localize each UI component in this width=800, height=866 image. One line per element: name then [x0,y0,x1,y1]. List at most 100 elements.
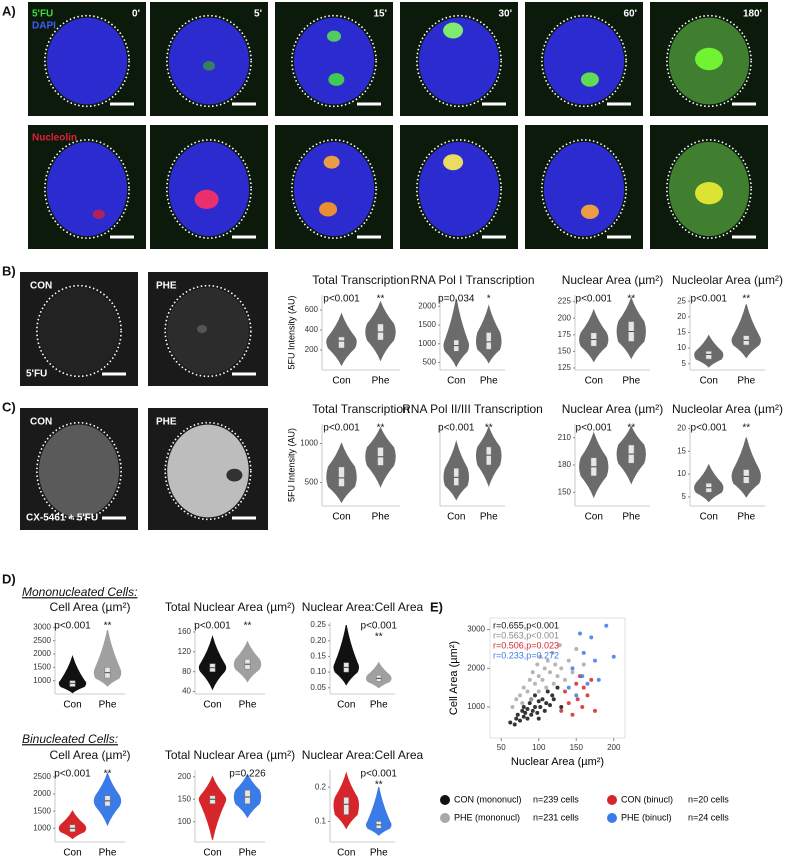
nucleus [168,141,250,237]
x-tick-label: Con [585,512,603,523]
nucleolus [327,30,341,42]
y-tick-label: 2000 [467,663,485,672]
nucleolus [443,154,464,171]
point [544,685,549,690]
point [523,710,528,715]
legend-count: n=24 cells [688,812,729,822]
y-tick-label: 200 [305,345,319,354]
y-tick-label: 1500 [418,320,436,329]
iqr-box [338,466,345,487]
point [520,701,525,706]
chart-title: Cell Area (µm²) [50,600,131,614]
point [530,708,535,713]
point [593,658,597,663]
y-tick-label: 15 [677,446,686,455]
point [550,650,555,655]
annotation: ** [377,294,385,305]
y-tick-label: 3000 [467,625,485,634]
x-tick-label: 50 [497,743,506,752]
legend-marker [607,813,617,823]
point [563,689,567,694]
image-label: PHE [156,281,177,292]
legend-label: PHE (binucl) [621,812,672,822]
chart-title: Total Nuclear Area (µm²) [165,748,295,762]
y-tick-label: 15 [677,328,686,337]
y-tick-label: 25 [677,296,686,305]
x-tick-label: Con [447,376,465,387]
y-tick-label: 1000 [467,702,485,711]
chart-title: RNA Pol I Transcription [410,273,534,287]
y-tick-label: 2500 [33,772,51,781]
nucleolus [695,182,723,205]
nucleolus [92,209,105,220]
annotation: ** [104,621,112,632]
nucleus-outline [44,139,130,239]
y-tick-label: 160 [178,627,192,636]
chart-title: Nuclear Area (µm²) [562,402,664,416]
point [551,681,556,686]
y-tick-label: 0.25 [310,620,326,629]
annotation: p<0.001 [691,423,728,434]
x-tick-label: 150 [570,743,584,752]
x-tick-label: Phe [370,700,388,711]
nucleus [46,17,128,105]
panel-label: E) [430,599,443,614]
point [593,708,597,713]
nucleus [168,17,250,105]
nucleus [293,141,375,237]
nucleus [167,287,249,375]
point [536,689,541,694]
legend-label: CON (mononucl) [454,794,522,804]
time-label: 0' [132,9,140,20]
point [557,643,562,648]
point [521,714,526,719]
x-tick-label: Con [585,376,603,387]
y-tick-label: 0.20 [310,636,326,645]
chart-title: Nuclear Area (µm²) [562,273,664,287]
y-tick-label: 40 [182,687,191,696]
point [512,722,517,727]
panel-label: B) [2,263,16,278]
legend-count: n=20 cells [688,794,729,804]
y-tick-label: 20 [677,312,686,321]
annotation: ** [375,780,383,791]
y-tick-label: 125 [558,363,572,372]
point [540,677,545,682]
stain-label: 5'FU [26,369,47,380]
annotation: p<0.001 [194,621,231,632]
legend-marker [607,795,617,805]
point [538,654,543,659]
panel-label: D) [2,571,16,586]
violin [365,787,392,836]
nucleolus [194,189,219,209]
point [544,701,549,706]
y-tick-label: 2500 [33,636,51,645]
point [536,716,541,721]
y-tick-label: 0.2 [315,782,327,791]
y-tick-label: 0.10 [310,667,326,676]
x-tick-label: Phe [99,848,117,859]
chart-title: Cell Area (µm²) [50,748,131,762]
group-label: Mononucleated Cells: [22,585,137,599]
y-tick-label: 175 [558,330,572,339]
nucleus-outline [291,14,377,108]
chart-title: Total Transcription [312,402,409,416]
nucleus-outline [166,139,252,239]
nucleus-outline [36,284,122,378]
time-label: 15' [373,9,387,20]
point [596,677,601,682]
y-tick-label: 2000 [33,789,51,798]
nucleolus [328,73,345,86]
point [545,689,550,694]
y-tick-label: 150 [178,794,192,803]
x-tick-label: Con [337,848,355,859]
x-tick-label: 200 [607,743,621,752]
nucleus-outline [44,14,130,108]
annotation: ** [627,423,635,434]
y-tick-label: 10 [677,469,686,478]
nucleolus [695,47,723,71]
chart-title: Nuclear Area:Cell Area [302,748,424,762]
point [589,677,594,682]
point [570,712,575,717]
nucleus-outline [541,14,627,108]
